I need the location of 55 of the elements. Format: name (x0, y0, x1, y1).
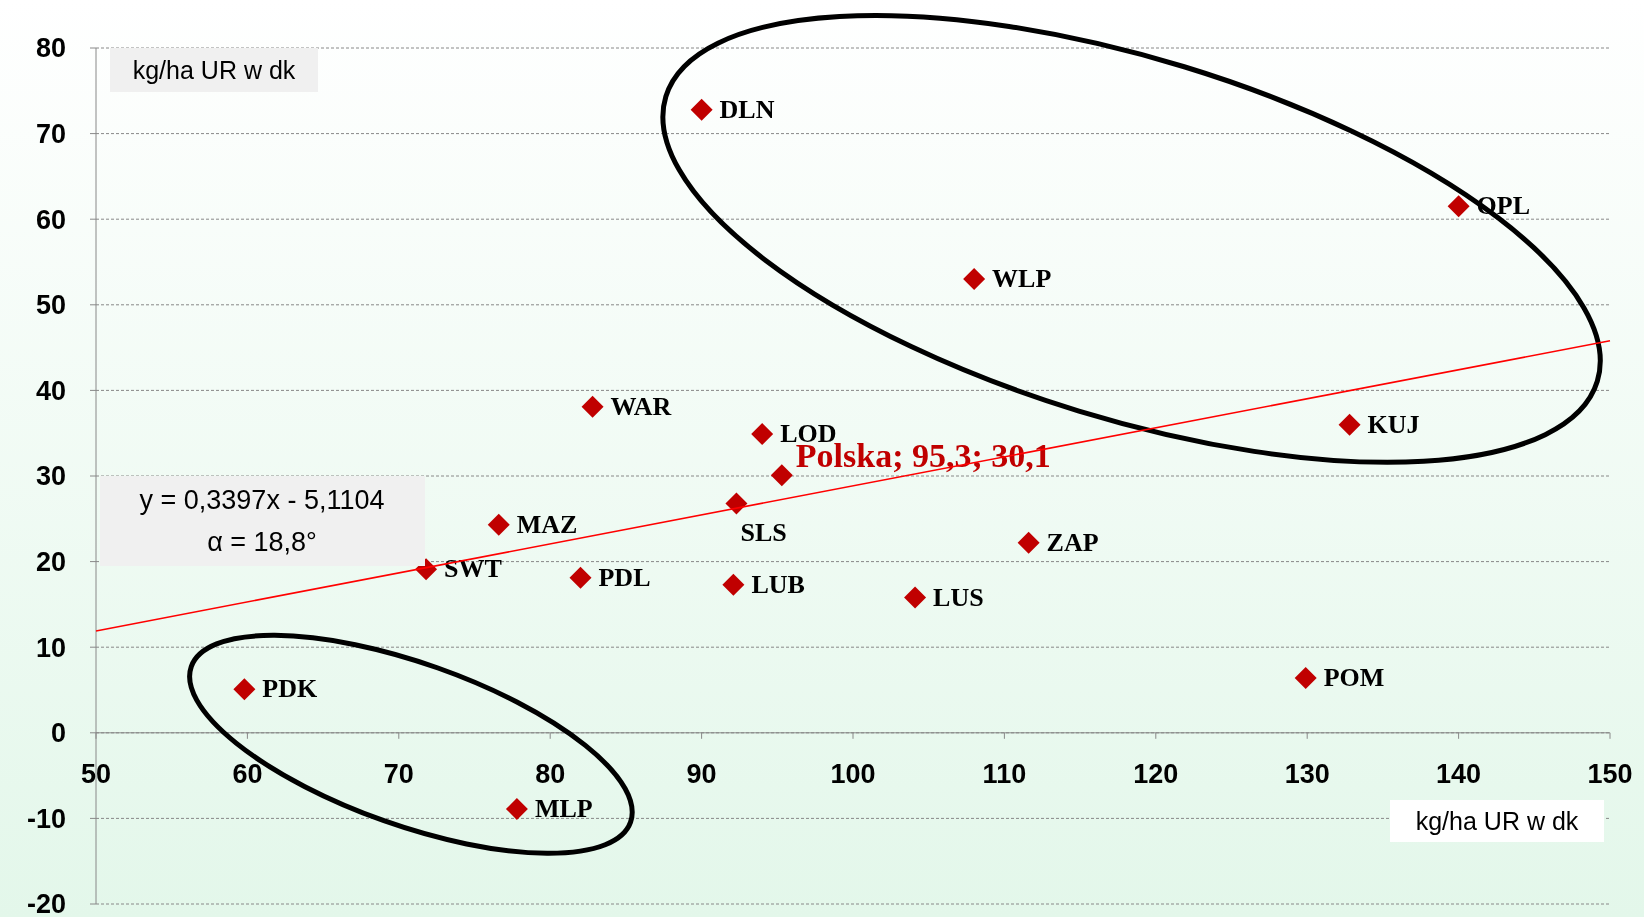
x-tick-label: 150 (1587, 758, 1633, 789)
y-tick-label: 40 (35, 375, 66, 406)
y-tick-label: 10 (35, 632, 66, 663)
y-tick-label: 70 (35, 119, 66, 150)
data-label: KUJ (1367, 409, 1420, 439)
x-tick-label: 100 (830, 758, 876, 789)
x-tick-label: 80 (535, 758, 566, 789)
y-tick-label: -10 (26, 803, 66, 834)
point (963, 268, 986, 291)
point (505, 797, 528, 820)
data-label: MLP (534, 793, 593, 823)
y-tick-label: -20 (26, 889, 66, 917)
x-axis-title: kg/ha UR w dk (1415, 806, 1579, 835)
data-label: PDK (262, 674, 319, 704)
y-tick-label: 30 (35, 461, 66, 492)
point (1447, 195, 1470, 218)
y-tick-label: 50 (35, 290, 66, 321)
annotation: y = 0,3397x - 5,1104 α = 18,8° (139, 485, 385, 558)
point (751, 423, 774, 446)
y-tick-label: 20 (35, 547, 66, 578)
point (770, 464, 793, 487)
point (487, 513, 510, 536)
x-tick-label: 120 (1133, 758, 1179, 789)
point (690, 98, 713, 121)
data-label: PDL (598, 562, 651, 592)
y-tick-label: 0 (50, 718, 66, 749)
data-label: SLS (740, 518, 787, 548)
point (1017, 531, 1040, 554)
data-label: POM (1323, 663, 1385, 693)
data-label: WLP (992, 264, 1052, 294)
x-tick-label: 90 (686, 758, 717, 789)
point (725, 492, 748, 515)
x-tick-label: 70 (383, 758, 414, 789)
point (904, 586, 927, 609)
data-label: MAZ (516, 509, 578, 539)
point (233, 678, 256, 701)
data-label: WAR (610, 391, 672, 421)
point (581, 395, 604, 418)
x-tick-label: 50 (80, 758, 112, 789)
data-label: DLN (719, 94, 775, 124)
point (1294, 667, 1317, 690)
data-label: SWT (444, 554, 502, 584)
point (722, 573, 745, 596)
point (569, 566, 592, 589)
x-tick-label: 110 (982, 758, 1027, 789)
data-label: LUB (751, 569, 805, 599)
x-tick-label: 60 (232, 758, 263, 789)
y-tick-label: 80 (35, 33, 66, 64)
x-tick-label: 130 (1284, 758, 1330, 789)
y-tick-label: 60 (35, 204, 66, 235)
x-tick-label: 140 (1436, 758, 1482, 789)
point (1338, 413, 1361, 436)
y-axis-title: kg/ha UR w dk (132, 55, 296, 84)
data-label: LUS (933, 582, 984, 612)
data-label: ZAP (1046, 527, 1099, 557)
